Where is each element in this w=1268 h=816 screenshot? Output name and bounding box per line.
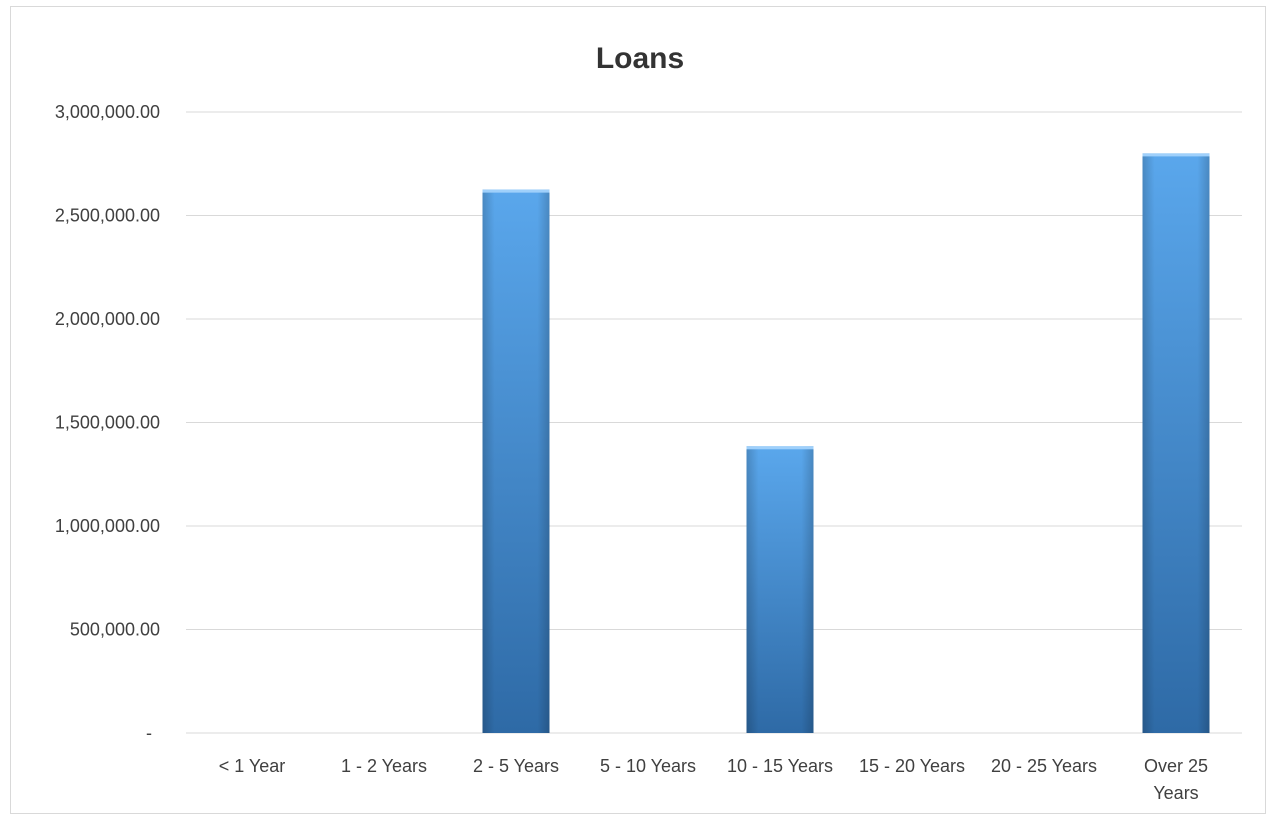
- x-tick-label-line: 2 - 5 Years: [473, 756, 559, 776]
- bar: [1142, 153, 1210, 733]
- x-tick-label: 2 - 5 Years: [473, 756, 559, 776]
- x-tick-label: 5 - 10 Years: [600, 756, 696, 776]
- x-tick-label-line: 15 - 20 Years: [859, 756, 965, 776]
- x-axis-ticks: < 1 Year 1 - 2 Years 2 - 5 Years 5 - 10 Yea…: [219, 756, 1208, 803]
- x-tick-label: 1 - 2 Years: [341, 756, 427, 776]
- chart-title: Loans: [596, 42, 684, 75]
- y-tick-label: 2,500,000.00: [55, 206, 160, 226]
- x-tick-label: 20 - 25 Years: [991, 756, 1097, 776]
- x-tick-label-line: Over 25: [1144, 756, 1208, 776]
- x-tick-label: < 1 Year: [219, 756, 286, 776]
- bar-highlight: [482, 189, 550, 193]
- y-tick-label: 1,500,000.00: [55, 413, 160, 433]
- y-tick-label: 500,000.00: [70, 620, 160, 640]
- x-tick-label: 15 - 20 Years: [859, 756, 965, 776]
- x-tick-label-line: 1 - 2 Years: [341, 756, 427, 776]
- y-tick-label: 3,000,000.00: [55, 102, 160, 122]
- bar: [746, 446, 814, 733]
- bar-shade: [746, 446, 814, 733]
- bar-shade: [1142, 153, 1210, 733]
- y-tick-label: -: [146, 723, 152, 743]
- x-tick-label-line: 5 - 10 Years: [600, 756, 696, 776]
- bars: [482, 153, 1210, 733]
- x-tick-label: 10 - 15 Years: [727, 756, 833, 776]
- y-tick-label: 2,000,000.00: [55, 309, 160, 329]
- x-tick-label-line: 20 - 25 Years: [991, 756, 1097, 776]
- x-tick-label-line: 10 - 15 Years: [727, 756, 833, 776]
- x-tick-label-line: Years: [1153, 783, 1198, 803]
- x-tick-label: Over 25 Years: [1144, 756, 1208, 803]
- bar: [482, 189, 550, 733]
- bar-highlight: [1142, 153, 1210, 157]
- bar-highlight: [746, 446, 814, 450]
- chart-frame: [10, 6, 1266, 814]
- bar-shade: [482, 189, 550, 733]
- gridlines: [186, 111, 1242, 734]
- x-tick-label-line: < 1 Year: [219, 756, 286, 776]
- y-tick-label: 1,000,000.00: [55, 516, 160, 536]
- y-axis-ticks: - 500,000.00 1,000,000.00 1,500,000.00 2,000…: [55, 102, 160, 743]
